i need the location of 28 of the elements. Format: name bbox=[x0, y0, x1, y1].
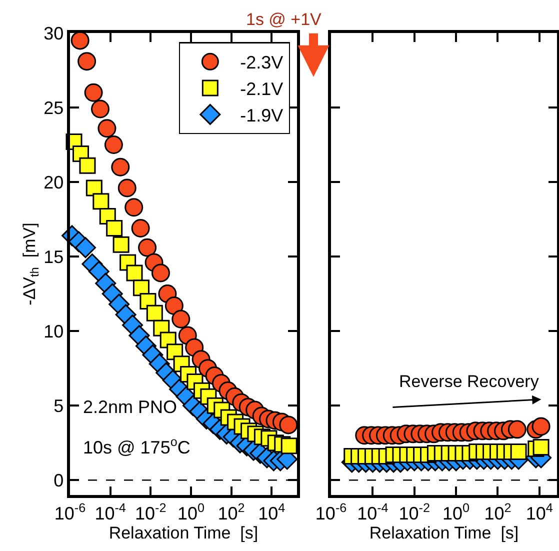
x-tick-label: 10$^{0}$ bbox=[177, 500, 205, 524]
x-tick-label: 10$^{-6}$ bbox=[54, 500, 86, 524]
x-tick-label: 10$^{4}$ bbox=[526, 500, 553, 524]
x-tick-label: 10$^{-4}$ bbox=[94, 500, 126, 524]
y-tick-label: 0 bbox=[54, 470, 64, 490]
y-tick-label: 5 bbox=[54, 396, 64, 416]
x-axis-title: Relaxation Time [s] bbox=[369, 523, 519, 542]
annotation: 2.2nm PNO bbox=[83, 397, 178, 417]
x-axis-title: Relaxation Time [s] bbox=[108, 523, 258, 542]
legend-label: -2.1V bbox=[240, 79, 284, 100]
x-tick-label: 10$^{-2}$ bbox=[398, 500, 430, 524]
x-tick-label: 10$^{-2}$ bbox=[135, 500, 166, 524]
x-tick-label: 10$^{2}$ bbox=[218, 500, 245, 524]
x-tick-label: 10$^{-6}$ bbox=[315, 500, 347, 524]
annotation: 10s @ 175$^{o}$C bbox=[83, 435, 190, 458]
legend-label: -1.9V bbox=[240, 105, 284, 126]
legend-label: -2.3V bbox=[240, 52, 284, 73]
text: 1s @ +1V bbox=[246, 10, 322, 29]
x-tick-label: 10$^{2}$ bbox=[484, 500, 512, 524]
y-tick-label: 20 bbox=[44, 172, 64, 192]
x-tick-label: 10$^{0}$ bbox=[442, 500, 470, 524]
x-tick-label: 10$^{4}$ bbox=[258, 500, 286, 524]
annotation: Reverse Recovery bbox=[399, 372, 540, 391]
y-tick-label: 10 bbox=[44, 321, 64, 342]
x-tick-label: 10$^{-4}$ bbox=[357, 500, 388, 524]
y-tick-label: 30 bbox=[44, 23, 64, 44]
y-tick-label: 25 bbox=[44, 98, 64, 118]
y-tick-label: 15 bbox=[44, 246, 64, 267]
